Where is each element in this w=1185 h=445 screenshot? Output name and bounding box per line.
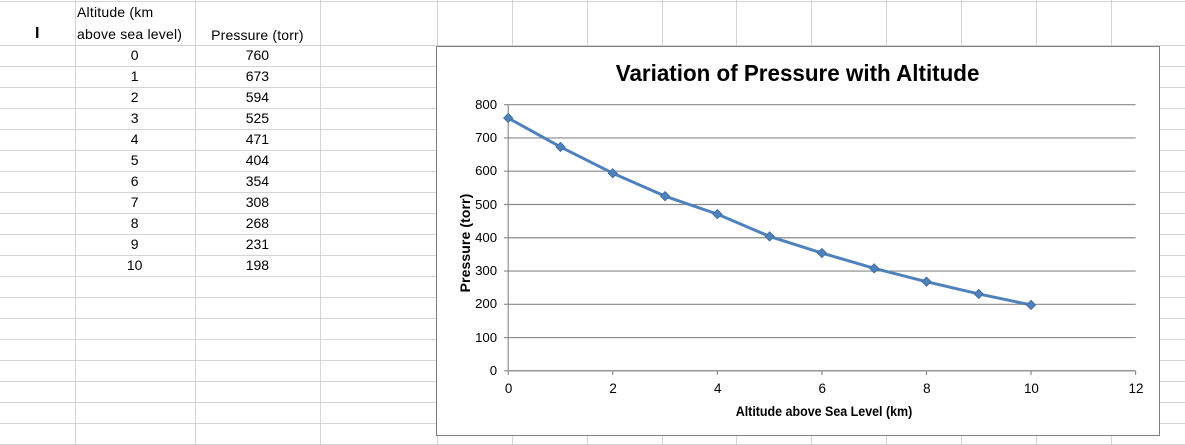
cell-pressure[interactable]: 673 — [245, 68, 270, 85]
cell-pressure[interactable]: 354 — [245, 173, 270, 190]
x-tick-label: 2 — [609, 380, 617, 396]
cell-pressure[interactable]: 525 — [245, 110, 270, 127]
data-marker — [503, 112, 514, 123]
cell-altitude[interactable]: 7 — [130, 194, 139, 211]
data-marker — [921, 275, 933, 287]
cell-altitude[interactable]: 0 — [130, 47, 139, 64]
cell-pressure[interactable]: 268 — [245, 215, 270, 232]
x-tick-label: 12 — [1128, 380, 1144, 396]
data-marker — [973, 288, 985, 299]
y-tick-label: 0 — [489, 362, 498, 378]
y-tick-label: 500 — [475, 196, 498, 212]
cell-altitude[interactable]: 10 — [126, 257, 143, 274]
header-cell-altitude[interactable]: Altitude (km above sea level) — [77, 2, 182, 45]
cell-corner-label[interactable]: I — [35, 24, 40, 42]
cell-altitude[interactable]: 2 — [130, 89, 139, 106]
row-gridline — [0, 443, 1185, 445]
cell-altitude[interactable]: 3 — [130, 110, 139, 127]
y-tick-label: 200 — [475, 296, 498, 312]
row-gridline — [0, 1, 1185, 2]
column-gridline — [320, 0, 321, 445]
header-altitude-line1: Altitude (km — [77, 4, 154, 21]
y-tick-label: 400 — [475, 229, 498, 245]
header-cell-pressure[interactable]: Pressure (torr) — [211, 26, 304, 43]
data-marker — [817, 247, 828, 258]
header-altitude-line2: above sea level) — [77, 25, 183, 42]
cell-pressure[interactable]: 760 — [245, 47, 270, 64]
cell-altitude[interactable]: 9 — [130, 236, 139, 253]
x-tick-label: 10 — [1023, 380, 1039, 396]
x-tick-label: 4 — [713, 380, 722, 396]
y-tick-label: 100 — [475, 329, 498, 345]
cell-pressure[interactable]: 404 — [245, 152, 270, 169]
column-gridline — [194, 0, 196, 445]
y-tick-label: 300 — [475, 263, 498, 279]
data-marker — [607, 167, 619, 178]
chart-title: Variation of Pressure with Altitude — [616, 59, 980, 86]
x-tick-label: 8 — [923, 380, 931, 396]
cell-pressure[interactable]: 471 — [245, 131, 270, 148]
cell-pressure[interactable]: 198 — [245, 257, 270, 274]
data-marker — [712, 208, 723, 219]
data-line — [507, 116, 1033, 306]
cell-altitude[interactable]: 8 — [130, 215, 139, 232]
x-tick-label: 0 — [504, 380, 513, 396]
cell-altitude[interactable]: 1 — [130, 68, 139, 85]
cell-altitude[interactable]: 6 — [130, 173, 139, 190]
cell-pressure[interactable]: 308 — [245, 194, 270, 211]
data-marker — [1026, 299, 1037, 310]
data-marker — [555, 141, 567, 152]
data-marker — [764, 230, 776, 242]
cell-pressure[interactable]: 231 — [245, 236, 270, 253]
y-tick-label: 600 — [475, 163, 498, 179]
cell-altitude[interactable]: 5 — [130, 152, 139, 169]
data-marker — [869, 262, 880, 274]
x-axis-title: Altitude above Sea Level (km) — [735, 402, 913, 419]
chart[interactable]: Variation of Pressure with Altitude Alti… — [436, 45, 1160, 437]
cell-altitude[interactable]: 4 — [130, 131, 139, 148]
data-marker — [660, 190, 671, 201]
y-tick-label: 700 — [475, 130, 498, 146]
y-tick-label: 800 — [475, 96, 498, 112]
cell-pressure[interactable]: 594 — [245, 89, 270, 106]
chart-plot-area — [503, 103, 1137, 375]
column-gridline — [74, 0, 76, 445]
x-tick-label: 6 — [818, 380, 826, 396]
